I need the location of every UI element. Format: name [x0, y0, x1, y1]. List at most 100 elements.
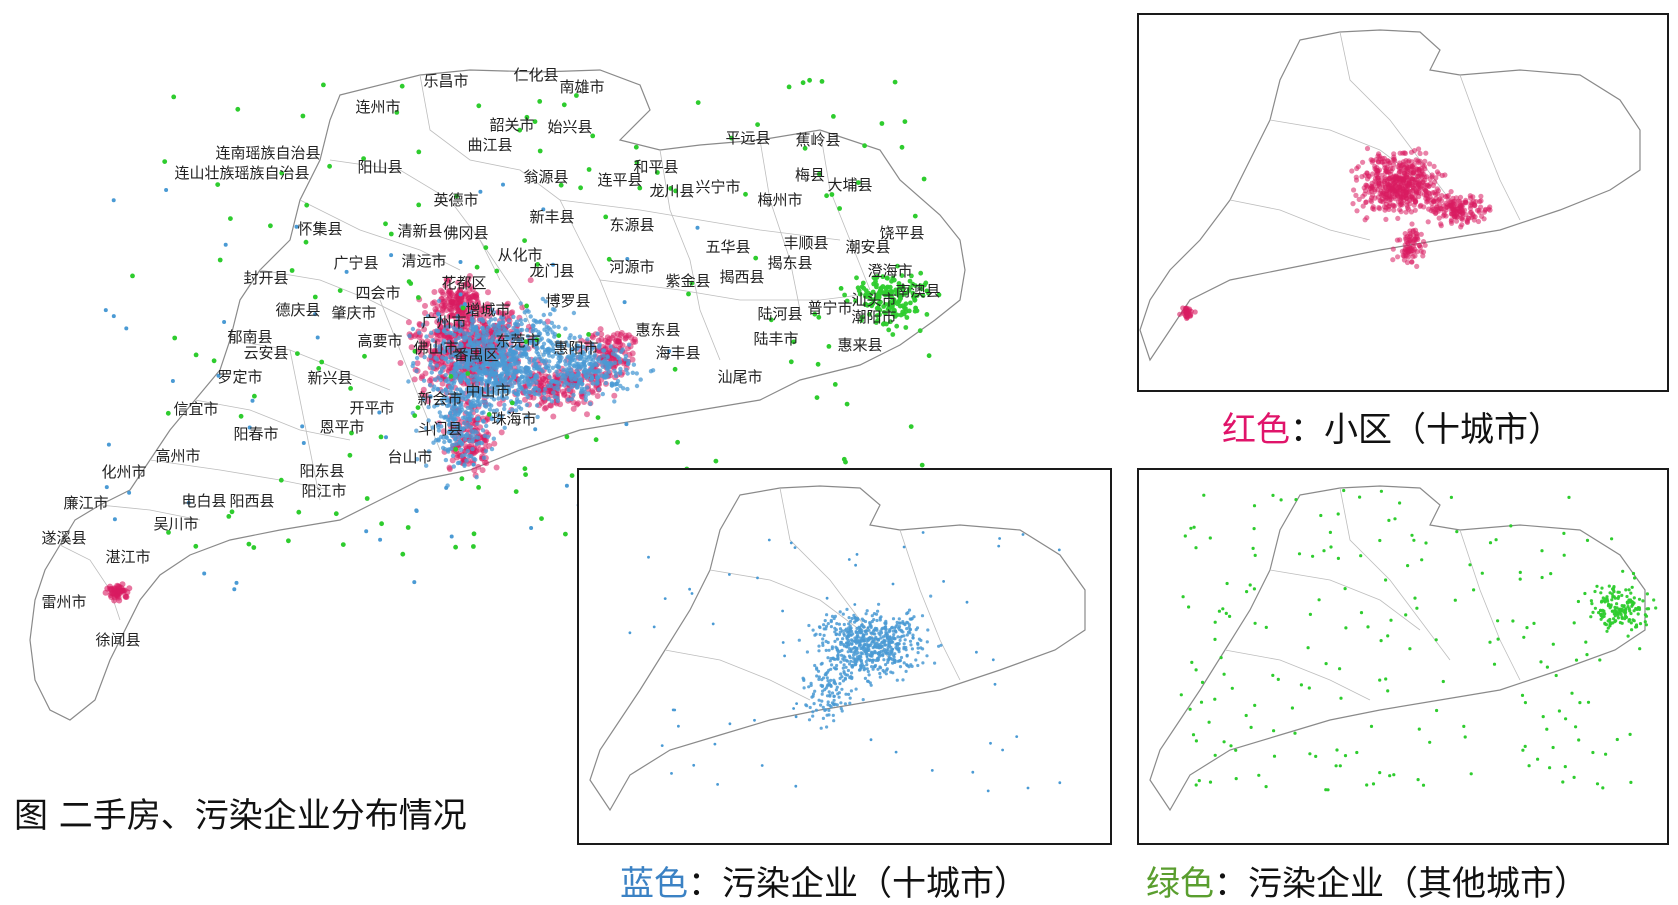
red-point — [496, 400, 503, 407]
green-point — [1561, 780, 1565, 784]
blue-point — [520, 374, 525, 379]
blue-point — [459, 343, 464, 348]
blue-point — [813, 689, 817, 693]
blue-point — [826, 622, 830, 626]
green-point — [1294, 498, 1298, 502]
blue-point — [487, 407, 493, 412]
green-point — [1387, 518, 1391, 523]
blue-point — [870, 614, 874, 618]
map-label: 潮阳市 — [851, 308, 896, 326]
green-point — [1435, 708, 1439, 713]
blue-point — [834, 645, 838, 649]
blue-point — [601, 353, 606, 358]
green-point — [296, 509, 302, 515]
map-label: 阳江市 — [301, 482, 346, 500]
green-point — [912, 308, 918, 314]
blue-point — [442, 320, 447, 325]
blue-point — [513, 357, 519, 363]
green-point — [321, 82, 326, 88]
red-point — [1416, 242, 1422, 248]
blue-point — [523, 352, 528, 357]
green-point — [1522, 635, 1526, 639]
blue-point — [626, 342, 632, 347]
green-point — [1191, 733, 1196, 737]
green-point — [1441, 679, 1445, 684]
red-point — [618, 330, 625, 336]
blue-point — [846, 668, 851, 673]
blue-point — [442, 439, 447, 445]
map-label: 广宁县 — [333, 254, 378, 272]
red-point — [1392, 158, 1398, 164]
blue-point — [831, 713, 835, 718]
map-label: 珠海市 — [491, 410, 536, 428]
blue-point — [436, 312, 442, 317]
red-point — [1406, 164, 1412, 171]
green-point — [1378, 538, 1382, 543]
blue-point — [914, 658, 918, 662]
blue-point — [767, 538, 771, 542]
green-point — [1620, 621, 1624, 625]
blue-point — [998, 537, 1001, 540]
blue-point — [451, 325, 457, 330]
blue-point — [596, 358, 602, 364]
blue-point — [660, 744, 664, 747]
blue-point — [434, 363, 439, 368]
green-point — [1249, 725, 1253, 730]
map-label: 翁源县 — [523, 168, 568, 186]
blue-point — [501, 377, 506, 382]
blue-point — [861, 633, 866, 637]
blue-point — [463, 409, 468, 415]
blue-point — [891, 647, 895, 651]
blue-point — [485, 394, 490, 399]
red-point — [1410, 227, 1416, 234]
red-point — [1401, 257, 1407, 263]
blue-point — [411, 361, 416, 366]
red-point — [422, 343, 429, 350]
blue-point — [500, 353, 506, 358]
blue-point — [414, 457, 420, 462]
blue-point — [536, 387, 541, 393]
blue-point — [612, 399, 617, 404]
green-point — [1194, 546, 1198, 550]
green-point — [675, 439, 680, 445]
red-point — [629, 356, 636, 363]
map-label: 丰顺县 — [783, 234, 828, 252]
blue-point — [820, 684, 824, 689]
blue-point — [1057, 548, 1061, 552]
red-point — [446, 464, 453, 471]
blue-point — [835, 637, 840, 641]
blue-point — [557, 380, 562, 385]
blue-point — [563, 362, 568, 367]
blue-point — [491, 436, 496, 441]
green-point — [416, 202, 422, 208]
blue-point — [869, 625, 873, 630]
blue-point — [781, 641, 785, 644]
green-point — [578, 185, 583, 191]
green-point — [130, 273, 135, 279]
blue-point — [829, 678, 833, 683]
green-point — [193, 352, 199, 358]
red-point — [447, 287, 454, 294]
blue-point — [457, 439, 462, 445]
red-point — [575, 400, 582, 407]
blue-point — [760, 764, 764, 767]
map-label: 惠东县 — [635, 321, 680, 339]
red-point — [1411, 148, 1418, 154]
blue-point — [470, 432, 475, 437]
blue-point — [807, 718, 812, 722]
red-point — [417, 346, 424, 353]
red-point — [1397, 165, 1403, 171]
red-point — [1376, 205, 1382, 211]
green-point — [1371, 782, 1376, 786]
blue-point — [852, 639, 857, 643]
red-point — [1422, 242, 1428, 248]
blue-point — [865, 655, 869, 658]
green-point — [1338, 764, 1342, 768]
red-point — [1410, 244, 1416, 250]
blue-point — [106, 442, 111, 447]
map-label: 陆丰市 — [753, 330, 798, 348]
blue-point — [581, 369, 587, 375]
green-point — [1572, 621, 1576, 625]
green-point — [1398, 501, 1402, 505]
red-point — [1421, 204, 1427, 210]
